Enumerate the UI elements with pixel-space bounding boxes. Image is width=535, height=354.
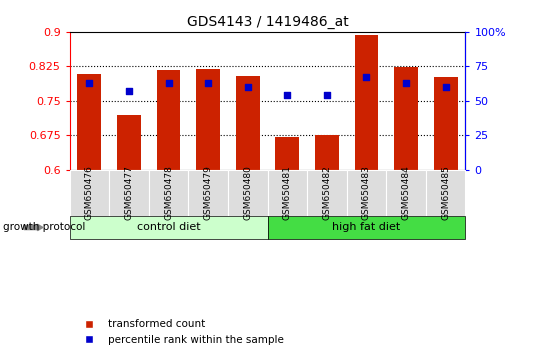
Legend: transformed count, percentile rank within the sample: transformed count, percentile rank withi… [75, 315, 288, 349]
Text: GSM650479: GSM650479 [204, 165, 212, 221]
Text: GSM650477: GSM650477 [125, 165, 133, 221]
Point [362, 75, 371, 80]
Point [402, 80, 410, 86]
Text: high fat diet: high fat diet [332, 222, 401, 233]
Bar [276, 137, 299, 170]
Bar [394, 67, 418, 170]
Point [243, 84, 252, 90]
Bar [315, 135, 339, 170]
Title: GDS4143 / 1419486_at: GDS4143 / 1419486_at [187, 16, 348, 29]
Text: GSM650478: GSM650478 [164, 165, 173, 221]
Point [283, 92, 292, 98]
Text: GSM650480: GSM650480 [243, 165, 252, 221]
Text: GSM650476: GSM650476 [85, 165, 94, 221]
Bar [434, 77, 457, 170]
Text: GSM650485: GSM650485 [441, 165, 450, 221]
Point [85, 80, 94, 86]
Point [164, 80, 173, 86]
Point [204, 80, 212, 86]
Text: GSM650481: GSM650481 [283, 165, 292, 221]
Point [441, 84, 450, 90]
Bar [196, 69, 220, 170]
Bar [117, 115, 141, 170]
Bar [236, 75, 259, 170]
Bar [157, 70, 180, 170]
Text: growth protocol: growth protocol [3, 222, 85, 233]
Bar [355, 35, 378, 170]
Bar [78, 74, 101, 170]
Point [125, 88, 133, 94]
Text: control diet: control diet [137, 222, 200, 233]
Text: GSM650484: GSM650484 [402, 166, 410, 220]
Point [323, 92, 331, 98]
Text: GSM650482: GSM650482 [323, 166, 331, 220]
Text: GSM650483: GSM650483 [362, 165, 371, 221]
